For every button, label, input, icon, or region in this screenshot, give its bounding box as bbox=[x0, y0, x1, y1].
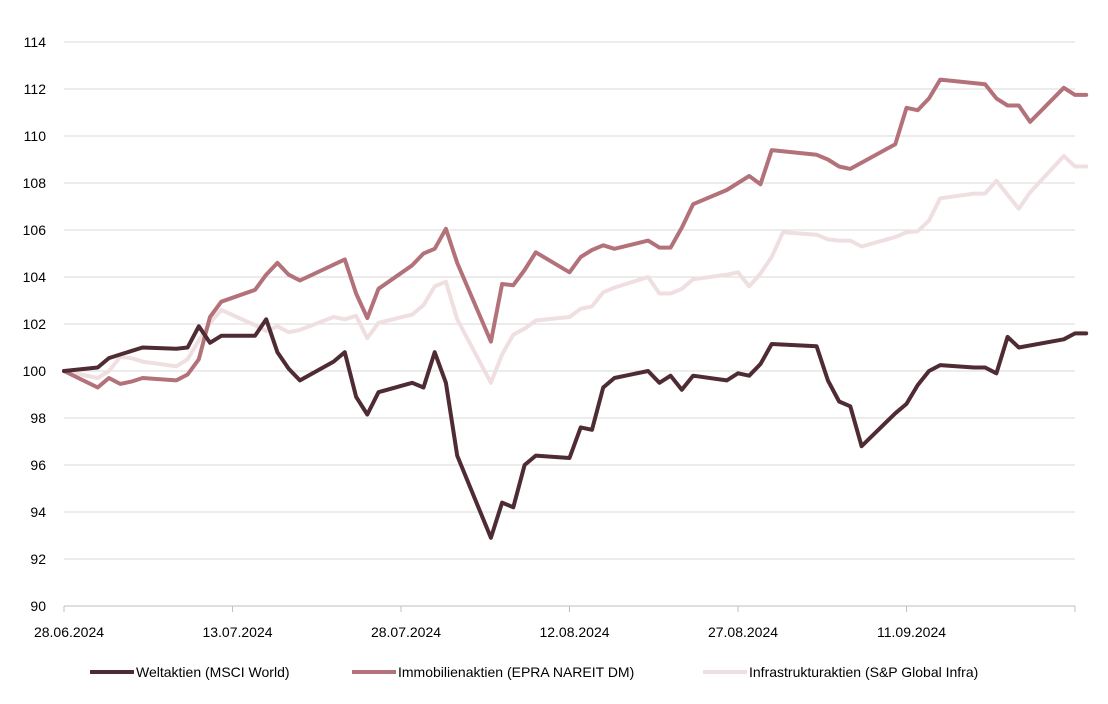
y-tick-label: 112 bbox=[24, 81, 47, 97]
y-tick-label: 100 bbox=[23, 363, 47, 379]
legend-label: Immobilienaktien (EPRA NAREIT DM) bbox=[398, 664, 634, 680]
y-tick-label: 108 bbox=[23, 175, 47, 191]
legend-item: Weltaktien (MSCI World) bbox=[90, 664, 290, 680]
y-tick-label: 94 bbox=[30, 504, 46, 520]
series-line-1 bbox=[62, 317, 1089, 540]
y-tick-label: 98 bbox=[30, 410, 46, 426]
y-tick-label: 96 bbox=[30, 457, 46, 473]
series-line-3 bbox=[62, 154, 1089, 385]
x-tick-label: 12.08.2024 bbox=[539, 624, 609, 640]
x-tick-label: 28.06.2024 bbox=[34, 624, 104, 640]
x-tick-label: 11.09.2024 bbox=[877, 624, 946, 640]
y-tick-label: 110 bbox=[24, 128, 47, 144]
legend-label: Weltaktien (MSCI World) bbox=[136, 664, 290, 680]
x-tick-label: 28.07.2024 bbox=[371, 624, 441, 640]
y-tick-label: 102 bbox=[23, 316, 47, 332]
y-tick-label: 90 bbox=[30, 598, 46, 614]
gridlines bbox=[64, 41, 1075, 560]
y-axis-ticks: 90 92 94 96 98 100 102 104 106 108 110 112 114 bbox=[23, 34, 47, 614]
series-lines bbox=[62, 77, 1089, 540]
x-axis: 28.06.2024 13.07.2024 28.07.2024 12.08.2024… bbox=[34, 605, 1076, 640]
legend-item: Immobilienaktien (EPRA NAREIT DM) bbox=[352, 664, 634, 680]
legend-item: Infrastrukturaktien (S&P Global Infra) bbox=[703, 664, 978, 680]
y-tick-label: 106 bbox=[23, 222, 47, 238]
series-line-2 bbox=[62, 77, 1089, 390]
y-tick-label: 114 bbox=[24, 34, 47, 50]
y-tick-label: 92 bbox=[30, 551, 46, 567]
x-tick-label: 13.07.2024 bbox=[202, 624, 272, 640]
y-tick-label: 104 bbox=[23, 269, 47, 285]
x-tick-label: 27.08.2024 bbox=[708, 624, 778, 640]
legend: Weltaktien (MSCI World) Immobilienaktien … bbox=[90, 664, 978, 680]
legend-label: Infrastrukturaktien (S&P Global Infra) bbox=[749, 664, 978, 680]
